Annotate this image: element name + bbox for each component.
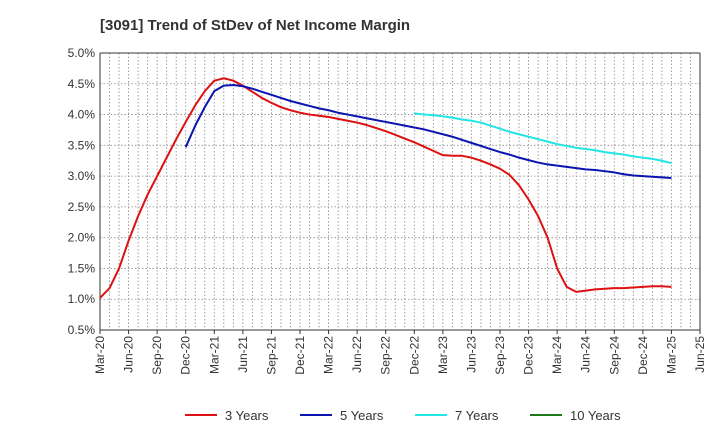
series-line-3-years bbox=[99, 77, 672, 299]
chart-title: [3091] Trend of StDev of Net Income Marg… bbox=[100, 17, 410, 34]
y-tick-label: 3.0% bbox=[68, 169, 96, 183]
y-tick-label: 5.0% bbox=[68, 46, 96, 60]
y-tick-label: 2.5% bbox=[68, 200, 96, 214]
y-tick-label: 4.5% bbox=[68, 77, 96, 91]
x-tick-label: Mar-20 bbox=[93, 336, 107, 374]
legend-label: 7 Years bbox=[455, 408, 499, 423]
x-tick-label: Sep-22 bbox=[379, 336, 393, 375]
x-tick-label: Sep-23 bbox=[493, 336, 507, 375]
x-tick-label: Jun-21 bbox=[236, 336, 250, 373]
legend-item: 7 Years bbox=[415, 408, 499, 423]
y-axis: 5.0% 4.5% 4.0% 3.5% 3.0% 2.5% 2.0% 1.5% 1.0% 0.5% bbox=[68, 46, 96, 337]
legend-label: 5 Years bbox=[340, 408, 384, 423]
y-tick-label: 2.0% bbox=[68, 231, 96, 245]
legend-item: 5 Years bbox=[300, 408, 384, 423]
x-tick-label: Mar-22 bbox=[322, 336, 336, 374]
legend-label: 3 Years bbox=[225, 408, 269, 423]
x-tick-label: Sep-20 bbox=[150, 336, 164, 375]
series-line-7-years bbox=[414, 112, 672, 165]
x-tick-label: Mar-23 bbox=[436, 336, 450, 374]
y-tick-label: 0.5% bbox=[68, 323, 96, 337]
x-tick-label: Jun-23 bbox=[464, 336, 478, 373]
x-tick-label: Jun-20 bbox=[122, 336, 136, 373]
x-tick-label: Jun-25 bbox=[693, 336, 707, 373]
legend: 3 Years 5 Years 7 Years 10 Years bbox=[185, 408, 621, 423]
grid bbox=[100, 53, 700, 330]
x-tick-label: Sep-21 bbox=[264, 336, 278, 375]
y-tick-label: 1.5% bbox=[68, 261, 96, 275]
x-tick-label: Dec-20 bbox=[179, 336, 193, 375]
series-line-5-years bbox=[184, 84, 672, 179]
x-axis: Mar-20 Jun-20 Sep-20 Dec-20 Mar-21 Jun-21 Sep-… bbox=[93, 330, 707, 375]
x-tick-label: Dec-24 bbox=[636, 336, 650, 375]
x-tick-label: Sep-24 bbox=[607, 336, 621, 375]
x-tick-label: Dec-23 bbox=[522, 336, 536, 375]
x-tick-label: Mar-21 bbox=[207, 336, 221, 374]
y-tick-label: 1.0% bbox=[68, 292, 96, 306]
x-tick-label: Mar-25 bbox=[664, 336, 678, 374]
x-tick-label: Mar-24 bbox=[550, 336, 564, 374]
y-tick-label: 4.0% bbox=[68, 108, 96, 122]
legend-item: 3 Years bbox=[185, 408, 269, 423]
y-tick-label: 3.5% bbox=[68, 138, 96, 152]
x-tick-label: Dec-22 bbox=[407, 336, 421, 375]
legend-item: 10 Years bbox=[530, 408, 621, 423]
legend-label: 10 Years bbox=[570, 408, 621, 423]
x-tick-label: Dec-21 bbox=[293, 336, 307, 375]
x-tick-label: Jun-22 bbox=[350, 336, 364, 373]
series-group bbox=[99, 77, 672, 299]
x-tick-label: Jun-24 bbox=[579, 336, 593, 373]
